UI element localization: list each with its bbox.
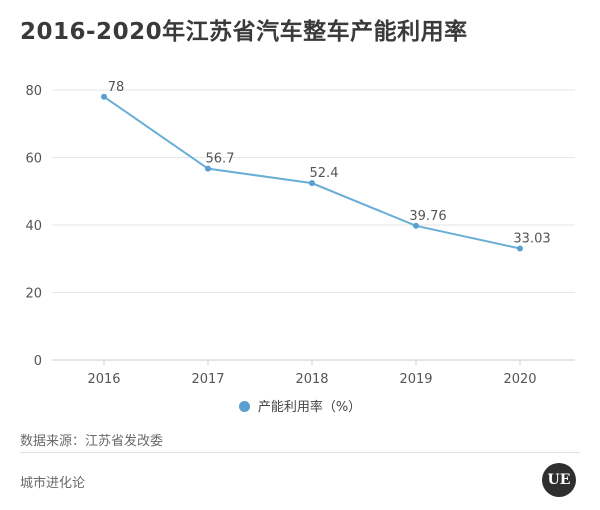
legend-marker: [238, 401, 250, 412]
y-tick-label: 40: [25, 219, 42, 234]
y-tick-label: 0: [34, 354, 42, 369]
data-source: 数据来源：江苏省发改委: [20, 434, 164, 449]
data-label: 56.7: [206, 152, 235, 167]
footer-credit: 城市进化论: [20, 476, 86, 491]
line-chart: 0 20 40 60 80 2016 2017 2018 2019 2020 78 56.7 52.…: [25, 80, 575, 387]
data-labels: 78 56.7 52.4 39.76 33.03: [108, 80, 551, 247]
data-label: 78: [108, 80, 125, 95]
x-tick-label: 2016: [87, 372, 120, 387]
data-point[interactable]: [413, 222, 419, 229]
x-tick-label: 2018: [295, 372, 328, 387]
ue-logo: UE: [542, 463, 576, 497]
x-tick-label: 2019: [399, 372, 432, 387]
data-label: 52.4: [310, 166, 339, 181]
legend[interactable]: 产能利用率（%）: [0, 396, 600, 415]
data-points: [101, 93, 523, 252]
y-axis-ticks: 0 20 40 60 80: [25, 84, 42, 369]
y-tick-label: 60: [25, 152, 42, 167]
data-label: 39.76: [409, 209, 446, 224]
data-point[interactable]: [101, 93, 107, 100]
chart-title: 2016-2020年江苏省汽车整车产能利用率: [20, 19, 468, 45]
legend-label: 产能利用率（%）: [257, 400, 362, 415]
data-label: 33.03: [513, 232, 550, 247]
data-point[interactable]: [205, 165, 211, 172]
y-tick-label: 80: [25, 84, 42, 99]
x-axis-ticks: 2016 2017 2018 2019 2020: [87, 360, 537, 387]
y-tick-label: 20: [25, 287, 42, 302]
grid-lines: [52, 89, 575, 293]
data-point[interactable]: [517, 245, 523, 252]
data-point[interactable]: [309, 180, 315, 187]
x-tick-label: 2020: [503, 372, 536, 387]
x-tick-label: 2017: [191, 372, 224, 387]
divider: [20, 452, 580, 453]
